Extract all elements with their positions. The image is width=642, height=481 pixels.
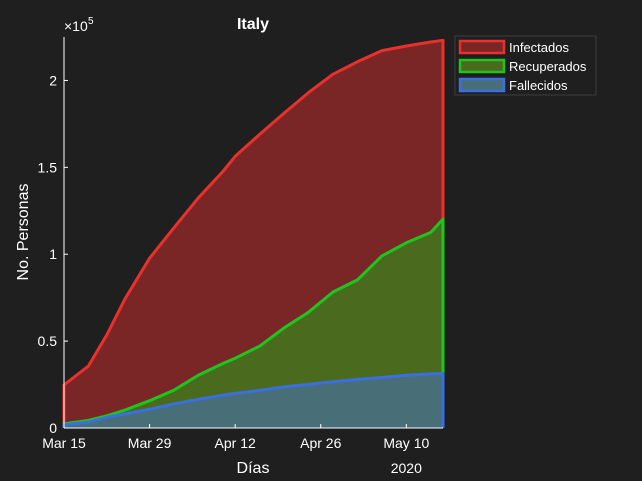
y-exponent: ×10 5	[64, 16, 94, 34]
y-tick-label: 2	[49, 72, 57, 88]
area-fallecidos	[64, 373, 443, 428]
line-recuperados	[62, 217, 445, 428]
line-fallecidos	[62, 372, 445, 428]
legend: Infectados Recuperados Fallecidos	[454, 35, 597, 96]
y-tick-label: 1.5	[38, 159, 58, 175]
legend-label-recuperados: Recuperados	[509, 59, 587, 74]
x-tick-label: Apr 12	[215, 435, 256, 451]
x-axis-label: Días	[237, 460, 270, 477]
y-tick-label: 0.5	[38, 333, 58, 349]
y-axis-label: No. Personas	[15, 184, 32, 281]
x-tick-label: May 10	[383, 435, 429, 451]
legend-swatch-infectados	[458, 39, 506, 55]
x-tick-label: Mar 15	[42, 435, 86, 451]
line-infectados	[62, 38, 445, 428]
legend-label-fallecidos: Fallecidos	[509, 78, 568, 93]
x-year-label: 2020	[391, 460, 422, 476]
y-tick-label: 1	[49, 246, 57, 262]
axes: 0 0.5 1 1.5 2 Mar 15 Mar 29 Apr 12 Apr 26 May 10	[38, 37, 443, 451]
y-exponent-base: ×10	[64, 18, 88, 34]
x-tick-label: Mar 29	[128, 435, 172, 451]
y-exponent-power: 5	[88, 16, 94, 27]
legend-label-infectados: Infectados	[509, 40, 569, 55]
legend-swatch-fallecidos	[458, 77, 506, 93]
area-recuperados	[64, 219, 443, 428]
x-tick-label: Apr 26	[300, 435, 341, 451]
plot-areas	[62, 38, 445, 429]
y-tick-label: 0	[49, 420, 57, 436]
chart-title: Italy	[237, 16, 269, 33]
legend-swatch-recuperados	[458, 58, 506, 74]
